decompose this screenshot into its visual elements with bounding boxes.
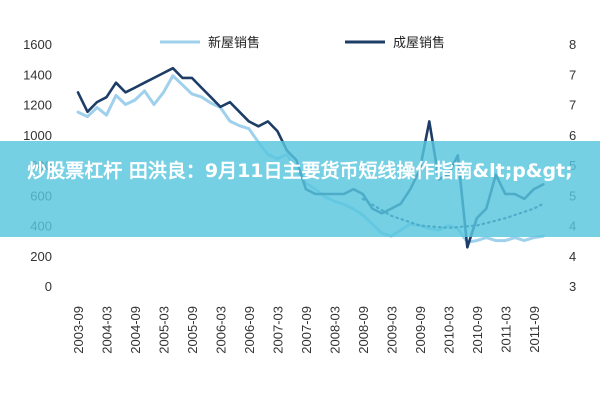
x-tick-label: 2003-09 <box>71 306 86 354</box>
y-left-tick-label: 0 <box>45 279 52 294</box>
x-tick-label: 2007-09 <box>299 306 314 354</box>
x-tick-label: 2008-03 <box>327 306 342 354</box>
y-right-tick-label: 7 <box>569 98 576 113</box>
y-right-tick-label: 4 <box>569 249 576 264</box>
x-tick-label: 2010-09 <box>470 306 485 354</box>
legend: 新屋销售 成屋销售 <box>160 35 445 51</box>
x-tick-label: 2004-03 <box>99 306 114 354</box>
y-right-tick-label: 6 <box>569 128 576 143</box>
x-tick-label: 2005-09 <box>185 306 200 354</box>
y-left-tick-label: 1400 <box>23 67 52 82</box>
y-left-tick-label: 1600 <box>23 37 52 52</box>
y-right-tick-label: 7 <box>569 67 576 82</box>
x-axis: 2003-09 2004-03 2004-09 2005-03 2005-09 2006-… <box>71 306 542 354</box>
y-right-tick-label: 8 <box>569 37 576 52</box>
x-tick-label: 2010-03 <box>441 306 456 354</box>
y-right-tick-label: 3 <box>569 279 576 294</box>
x-tick-label: 2006-03 <box>213 306 228 354</box>
x-tick-label: 2007-03 <box>270 306 285 354</box>
y-left-tick-label: 1000 <box>23 128 52 143</box>
x-tick-label: 2005-03 <box>156 306 171 354</box>
x-tick-label: 2009-09 <box>413 306 428 354</box>
x-tick-label: 2004-09 <box>128 306 143 354</box>
y-left-tick-label: 1200 <box>23 98 52 113</box>
x-tick-label: 2008-09 <box>356 306 371 354</box>
x-tick-label: 2011-09 <box>527 306 542 353</box>
legend-label-existing-homes: 成屋销售 <box>393 35 445 51</box>
banner-title: 炒股票杠杆 田洪良：9月11日主要货币短线操作指南&lt;p&gt; <box>27 160 573 182</box>
x-tick-label: 2006-09 <box>242 306 257 354</box>
legend-label-new-homes: 新屋销售 <box>208 35 260 51</box>
x-tick-label: 2009-03 <box>384 306 399 354</box>
x-tick-label: 2011-03 <box>498 306 513 353</box>
title-banner: 炒股票杠杆 田洪良：9月11日主要货币短线操作指南&lt;p&gt; <box>0 141 600 237</box>
y-left-tick-label: 200 <box>30 249 52 264</box>
